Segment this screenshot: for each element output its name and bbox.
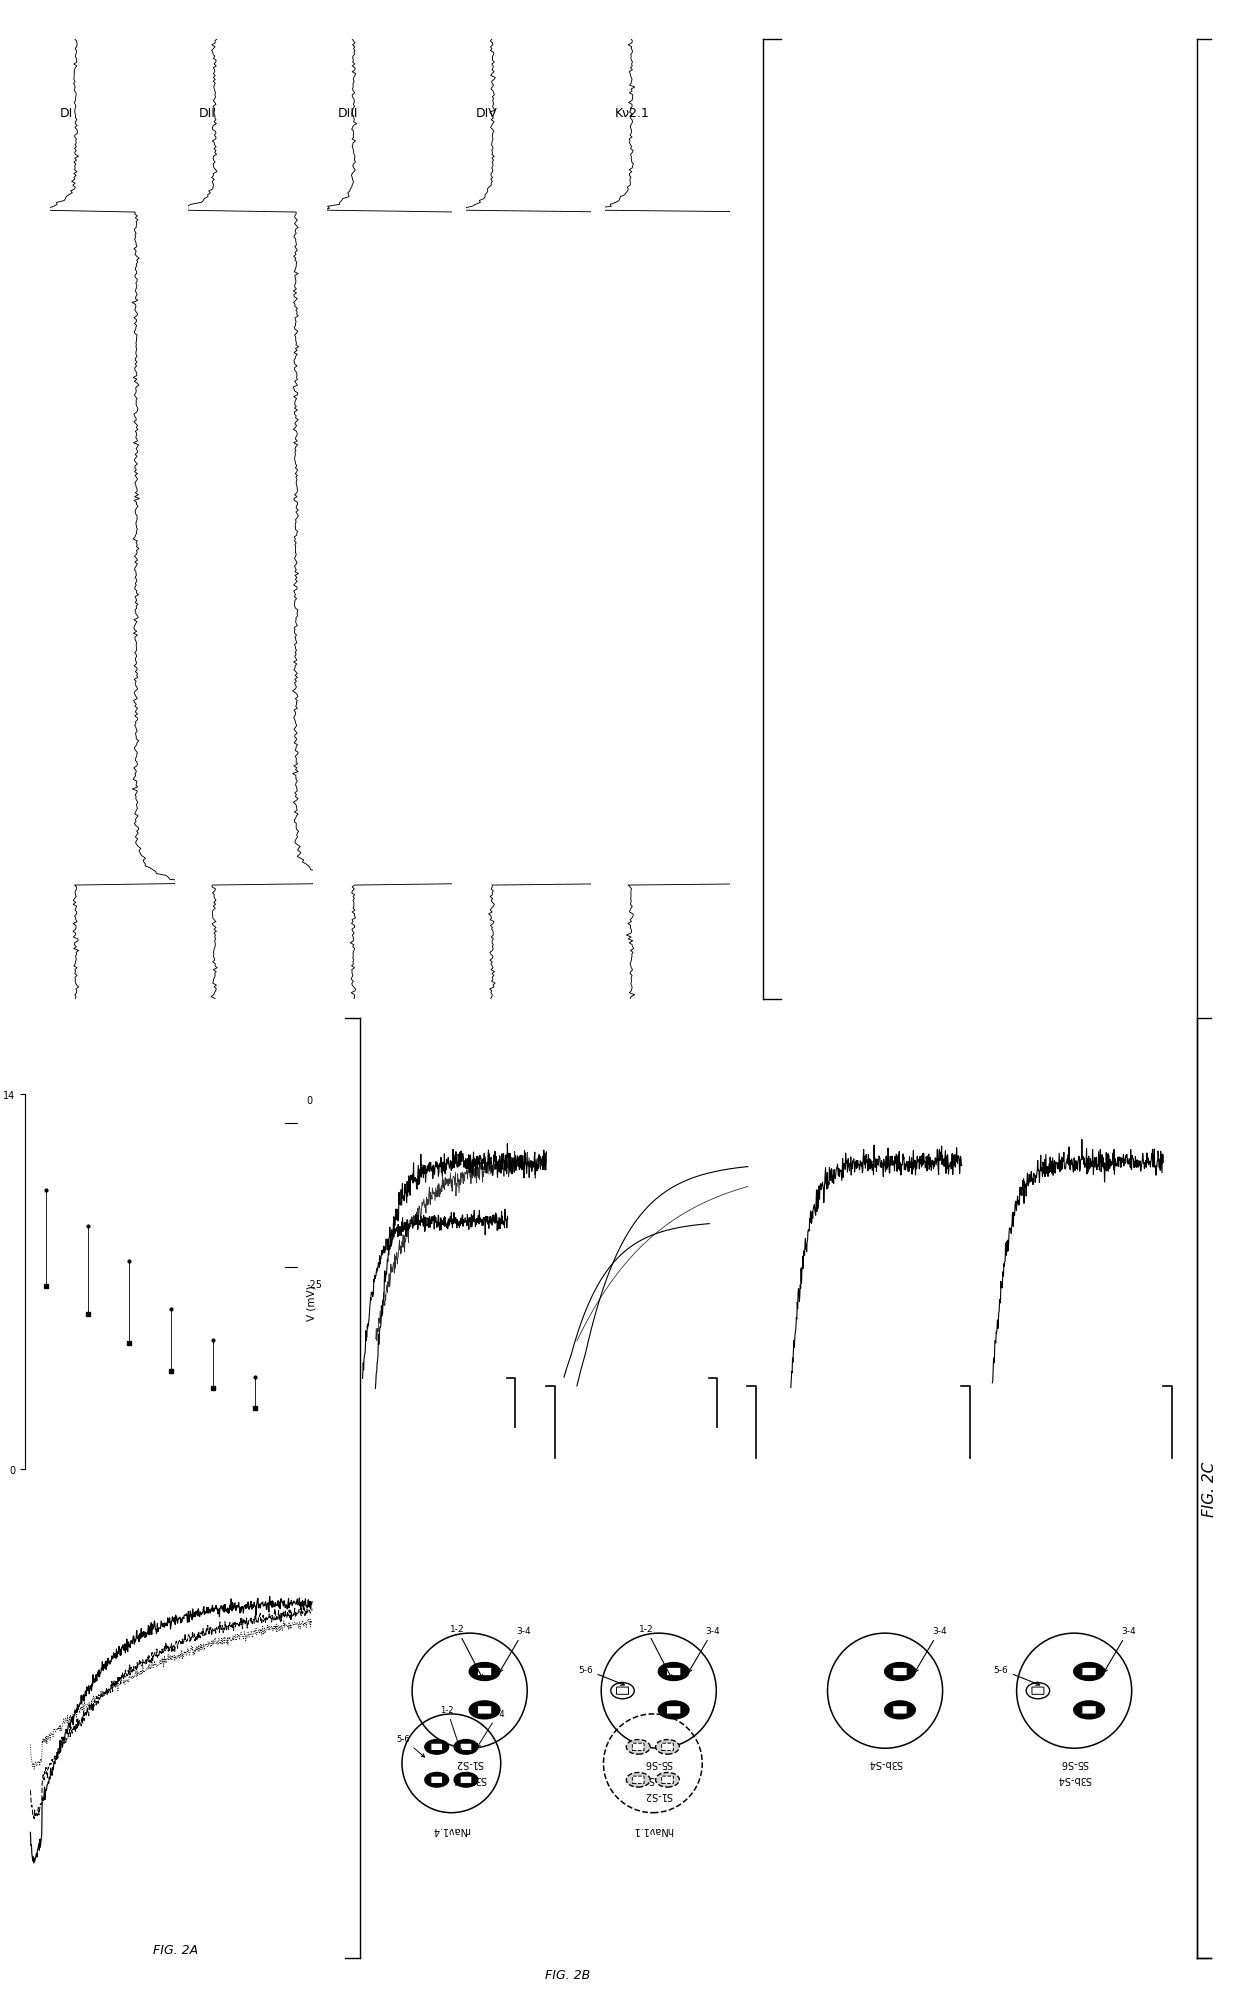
Text: 5-6: 5-6 [993, 1664, 1039, 1686]
Text: 3-4: 3-4 [1104, 1626, 1136, 1672]
FancyBboxPatch shape [893, 1668, 908, 1676]
Text: 1-2: 1-2 [450, 1624, 482, 1678]
Ellipse shape [425, 1772, 449, 1786]
FancyBboxPatch shape [616, 1686, 629, 1694]
Ellipse shape [884, 1700, 915, 1718]
FancyBboxPatch shape [662, 1744, 673, 1750]
Text: S3b-S4: S3b-S4 [453, 1772, 487, 1782]
Text: DIII: DIII [337, 108, 358, 120]
FancyBboxPatch shape [460, 1744, 472, 1750]
Ellipse shape [469, 1700, 500, 1718]
Text: 3-4: 3-4 [915, 1626, 946, 1672]
Text: -25: -25 [306, 1279, 322, 1289]
Text: S3b-S4: S3b-S4 [868, 1756, 903, 1766]
FancyBboxPatch shape [430, 1744, 443, 1750]
Ellipse shape [469, 1662, 500, 1680]
Text: 0: 0 [306, 1095, 312, 1105]
Ellipse shape [1027, 1682, 1049, 1698]
Text: 3-4: 3-4 [477, 1708, 505, 1748]
Text: S3b-S4: S3b-S4 [1056, 1772, 1091, 1782]
FancyBboxPatch shape [477, 1706, 492, 1714]
Ellipse shape [611, 1682, 634, 1698]
Ellipse shape [1074, 1700, 1105, 1718]
FancyBboxPatch shape [666, 1706, 681, 1714]
FancyBboxPatch shape [1081, 1706, 1096, 1714]
Ellipse shape [626, 1772, 650, 1786]
Text: FIG. 2C: FIG. 2C [1202, 1461, 1216, 1516]
Ellipse shape [658, 1700, 689, 1718]
FancyBboxPatch shape [632, 1776, 644, 1784]
Ellipse shape [626, 1740, 650, 1754]
FancyBboxPatch shape [666, 1668, 681, 1676]
FancyBboxPatch shape [893, 1706, 908, 1714]
Text: V (mV): V (mV) [306, 1285, 316, 1321]
Text: S1-S2: S1-S2 [455, 1756, 484, 1766]
Text: 1-2: 1-2 [639, 1624, 672, 1678]
FancyBboxPatch shape [632, 1744, 644, 1750]
Text: S3b-S4: S3b-S4 [641, 1772, 676, 1782]
Text: FIG. 2A: FIG. 2A [153, 1942, 198, 1956]
Text: DII: DII [198, 108, 216, 120]
Text: S1-S2: S1-S2 [645, 1790, 673, 1800]
Ellipse shape [656, 1740, 680, 1754]
Ellipse shape [1074, 1662, 1105, 1680]
Text: Kν2.1: Kν2.1 [615, 108, 650, 120]
Text: rNaν1.4: rNaν1.4 [433, 1824, 470, 1834]
Text: DIV: DIV [476, 108, 498, 120]
Ellipse shape [656, 1772, 680, 1786]
Ellipse shape [884, 1662, 915, 1680]
FancyBboxPatch shape [1081, 1668, 1096, 1676]
Text: S5-S6: S5-S6 [645, 1756, 673, 1766]
Text: FIG. 2B: FIG. 2B [544, 1968, 590, 1982]
FancyBboxPatch shape [477, 1668, 492, 1676]
FancyBboxPatch shape [1032, 1686, 1044, 1694]
FancyBboxPatch shape [430, 1776, 443, 1784]
Text: 5-6: 5-6 [578, 1664, 624, 1686]
Text: 1-2: 1-2 [440, 1704, 461, 1752]
Text: 5-6: 5-6 [397, 1734, 424, 1758]
FancyBboxPatch shape [460, 1776, 472, 1784]
FancyBboxPatch shape [662, 1776, 673, 1784]
Text: 3-4: 3-4 [688, 1626, 720, 1672]
Text: S5-S6: S5-S6 [1060, 1756, 1089, 1766]
Ellipse shape [658, 1662, 689, 1680]
Ellipse shape [425, 1740, 449, 1754]
Ellipse shape [454, 1740, 477, 1754]
Ellipse shape [454, 1772, 477, 1786]
Text: DI: DI [60, 108, 73, 120]
Text: hNaν1.1: hNaν1.1 [632, 1824, 673, 1834]
Text: 3-4: 3-4 [500, 1626, 531, 1672]
